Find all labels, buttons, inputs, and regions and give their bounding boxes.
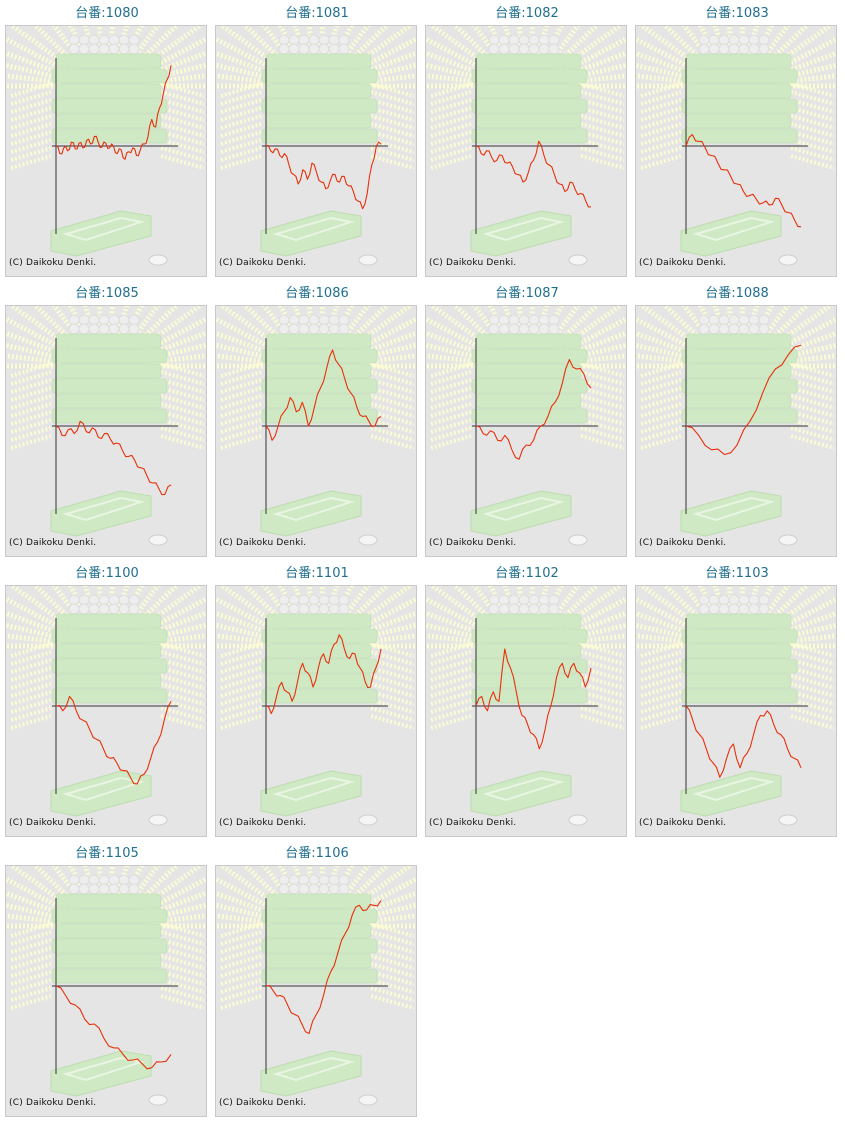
graph-card: 台番:1088 (C) Daikoku Denki.: [635, 284, 839, 558]
graph-title-link[interactable]: 台番:1082: [495, 6, 559, 21]
graph-image: (C) Daikoku Denki.: [215, 305, 417, 557]
graph-card: 台番:1085 (C) Daikoku Denki.: [5, 284, 209, 558]
graph-title-link[interactable]: 台番:1102: [495, 566, 559, 581]
data-line: [55, 985, 172, 1070]
graph-svg: [216, 866, 416, 1106]
graph-svg: [216, 26, 416, 266]
data-line: [265, 141, 382, 210]
graph-svg: [636, 306, 836, 546]
artwork-background: [426, 26, 626, 266]
copyright-label: (C) Daikoku Denki.: [9, 818, 97, 828]
graph-image: (C) Daikoku Denki.: [635, 25, 837, 277]
artwork-background: [216, 306, 416, 546]
artwork-background: [6, 586, 206, 826]
graph-image: (C) Daikoku Denki.: [215, 865, 417, 1117]
copyright-label: (C) Daikoku Denki.: [219, 538, 307, 548]
graph-svg: [636, 586, 836, 826]
graph-title-link[interactable]: 台番:1103: [705, 566, 769, 581]
graph-title-link[interactable]: 台番:1087: [495, 286, 559, 301]
graph-svg: [6, 586, 206, 826]
copyright-label: (C) Daikoku Denki.: [429, 538, 517, 548]
artwork-background: [636, 306, 836, 546]
artwork-background: [216, 26, 416, 266]
copyright-label: (C) Daikoku Denki.: [429, 258, 517, 268]
graph-svg: [426, 26, 626, 266]
graph-title-link[interactable]: 台番:1105: [75, 846, 139, 861]
artwork-background: [636, 586, 836, 826]
graph-card: 台番:1105 (C) Daikoku Denki.: [5, 844, 209, 1118]
copyright-label: (C) Daikoku Denki.: [9, 258, 97, 268]
copyright-label: (C) Daikoku Denki.: [219, 1098, 307, 1108]
graph-card: 台番:1102 (C) Daikoku Denki.: [425, 564, 629, 838]
graph-card: 台番:1087 (C) Daikoku Denki.: [425, 284, 629, 558]
artwork-background: [426, 306, 626, 546]
graph-svg: [426, 306, 626, 546]
data-line: [475, 140, 592, 208]
graph-card: 台番:1083 (C) Daikoku Denki.: [635, 4, 839, 278]
copyright-label: (C) Daikoku Denki.: [219, 818, 307, 828]
graph-svg: [216, 306, 416, 546]
data-line: [265, 349, 382, 441]
data-line: [475, 358, 592, 460]
data-line: [475, 648, 592, 750]
artwork-background: [426, 586, 626, 826]
graph-image: (C) Daikoku Denki.: [425, 25, 627, 277]
graph-image: (C) Daikoku Denki.: [425, 305, 627, 557]
graph-card: 台番:1081 (C) Daikoku Denki.: [215, 4, 419, 278]
graph-image: (C) Daikoku Denki.: [5, 585, 207, 837]
copyright-label: (C) Daikoku Denki.: [9, 1098, 97, 1108]
artwork-background: [636, 26, 836, 266]
copyright-label: (C) Daikoku Denki.: [9, 538, 97, 548]
graph-title-link[interactable]: 台番:1083: [705, 6, 769, 21]
graph-svg: [216, 586, 416, 826]
artwork-background: [6, 866, 206, 1106]
data-line: [265, 634, 382, 715]
data-line: [265, 900, 382, 1035]
graph-svg: [6, 866, 206, 1106]
data-line: [685, 344, 802, 456]
data-line: [55, 420, 172, 496]
graph-svg: [6, 306, 206, 546]
graph-title-link[interactable]: 台番:1106: [285, 846, 349, 861]
graph-svg: [426, 586, 626, 826]
graph-title-link[interactable]: 台番:1100: [75, 566, 139, 581]
graph-title-link[interactable]: 台番:1086: [285, 286, 349, 301]
graph-svg: [636, 26, 836, 266]
graph-title-link[interactable]: 台番:1080: [75, 6, 139, 21]
graph-image: (C) Daikoku Denki.: [635, 585, 837, 837]
copyright-label: (C) Daikoku Denki.: [219, 258, 307, 268]
graph-title-link[interactable]: 台番:1101: [285, 566, 349, 581]
artwork-background: [6, 306, 206, 546]
graph-image: (C) Daikoku Denki.: [215, 585, 417, 837]
data-line: [55, 695, 172, 785]
graph-svg: [6, 26, 206, 266]
data-line: [685, 705, 802, 778]
data-line: [55, 65, 172, 160]
copyright-label: (C) Daikoku Denki.: [639, 538, 727, 548]
graph-card: 台番:1086 (C) Daikoku Denki.: [215, 284, 419, 558]
graph-image: (C) Daikoku Denki.: [425, 585, 627, 837]
graph-title-link[interactable]: 台番:1088: [705, 286, 769, 301]
graph-title-link[interactable]: 台番:1085: [75, 286, 139, 301]
graph-card: 台番:1100 (C) Daikoku Denki.: [5, 564, 209, 838]
artwork-background: [6, 26, 206, 266]
copyright-label: (C) Daikoku Denki.: [639, 258, 727, 268]
graph-card: 台番:1082 (C) Daikoku Denki.: [425, 4, 629, 278]
graph-card: 台番:1106 (C) Daikoku Denki.: [215, 844, 419, 1118]
graph-image: (C) Daikoku Denki.: [215, 25, 417, 277]
graph-image: (C) Daikoku Denki.: [635, 305, 837, 557]
copyright-label: (C) Daikoku Denki.: [429, 818, 517, 828]
graph-image: (C) Daikoku Denki.: [5, 305, 207, 557]
copyright-label: (C) Daikoku Denki.: [639, 818, 727, 828]
graph-card: 台番:1101 (C) Daikoku Denki.: [215, 564, 419, 838]
graph-title-link[interactable]: 台番:1081: [285, 6, 349, 21]
artwork-background: [216, 586, 416, 826]
graph-card: 台番:1080 (C) Daikoku Denki.: [5, 4, 209, 278]
artwork-background: [216, 866, 416, 1106]
graph-image: (C) Daikoku Denki.: [5, 25, 207, 277]
graph-image: (C) Daikoku Denki.: [5, 865, 207, 1117]
data-line: [685, 134, 802, 228]
graph-card: 台番:1103 (C) Daikoku Denki.: [635, 564, 839, 838]
